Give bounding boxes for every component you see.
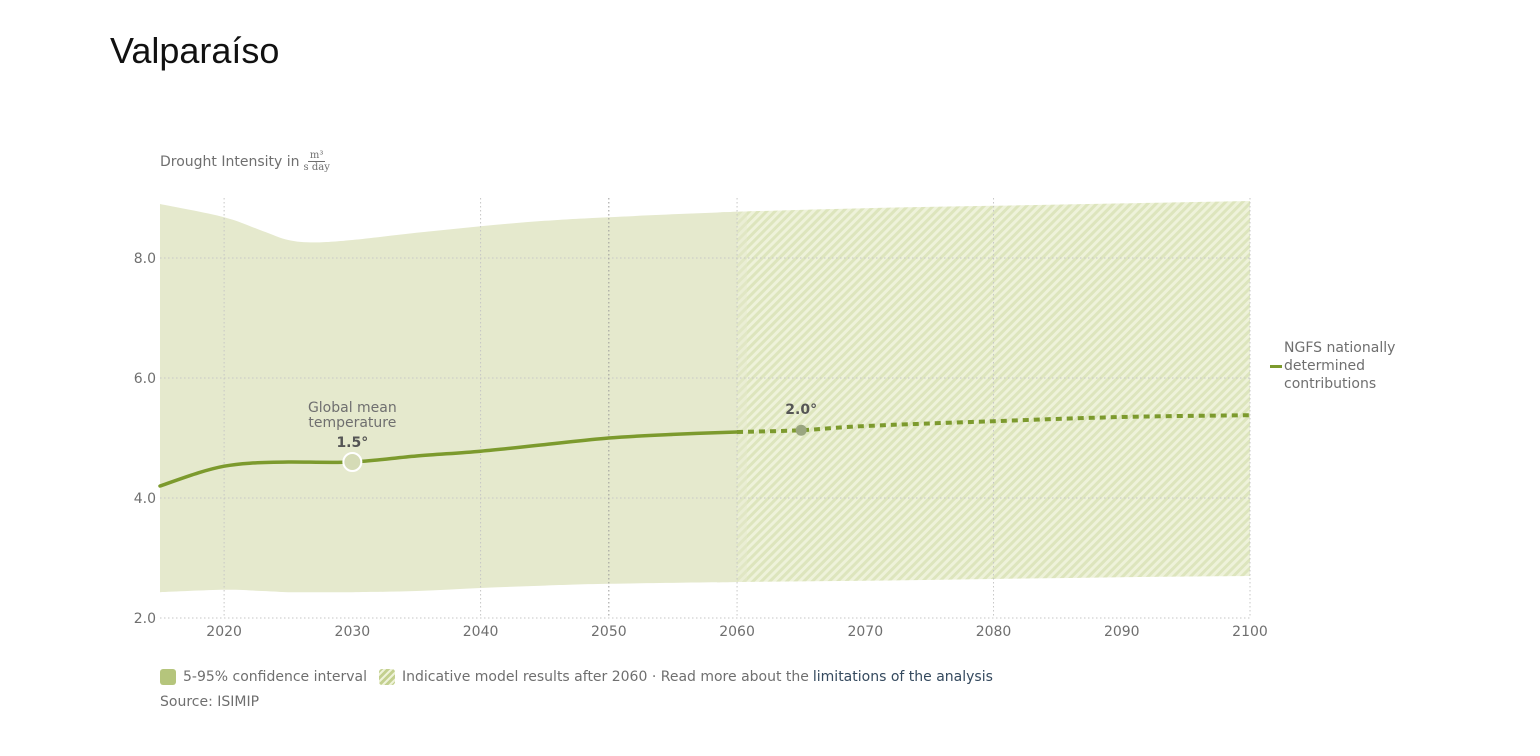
marker-label-2-0: 2.0° bbox=[785, 402, 817, 418]
x-tick-label: 2040 bbox=[463, 624, 499, 640]
annotation-layer: Global mean temperature 1.5° 2.0° bbox=[308, 400, 817, 451]
series-line-dashed bbox=[737, 413, 1251, 434]
series-legend-line-1: NGFS nationally bbox=[1284, 340, 1396, 356]
annotation-global-mean-line1: Global mean bbox=[308, 400, 397, 416]
bottom-legend: 5-95% confidence interval Indicative mod… bbox=[160, 669, 993, 685]
x-tick-label: 2070 bbox=[847, 624, 883, 640]
y-tick-label: 8.0 bbox=[134, 251, 156, 267]
x-tick-label: 2030 bbox=[335, 624, 371, 640]
y-tick-label: 2.0 bbox=[134, 611, 156, 627]
indicative-results-swatch bbox=[379, 669, 395, 685]
x-tick-label: 2080 bbox=[976, 624, 1012, 640]
marker-2-0-degree bbox=[795, 424, 807, 436]
series-legend-line-3: contributions bbox=[1284, 376, 1377, 392]
unit-numerator: m³ bbox=[307, 150, 326, 162]
grid-layer bbox=[160, 198, 1251, 619]
confidence-interval-swatch bbox=[160, 669, 176, 685]
x-tick-label: 2090 bbox=[1104, 624, 1140, 640]
x-tick-label: 2100 bbox=[1232, 624, 1268, 640]
y-axis-unit: m³ s day bbox=[304, 150, 330, 173]
marker-1-5-degree bbox=[342, 452, 363, 472]
confidence-band-indicative bbox=[717, 201, 1250, 583]
confidence-band-fade bbox=[717, 211, 748, 583]
tick-layer: 2.0 4.0 6.0 8.0 2020 2030 2040 2050 2060 2070 2080… bbox=[134, 251, 1268, 640]
x-tick-label: 2060 bbox=[719, 624, 755, 640]
confidence-band-layer bbox=[160, 201, 1250, 593]
page-title: Valparaíso bbox=[110, 30, 280, 71]
series-legend-swatch bbox=[1270, 364, 1282, 368]
series-legend: NGFS nationally determined contributions bbox=[1270, 339, 1395, 393]
y-tick-label: 6.0 bbox=[134, 371, 156, 387]
x-tick-label: 2020 bbox=[206, 624, 242, 640]
y-axis-label-text: Drought Intensity in bbox=[160, 153, 300, 170]
unit-denominator: s day bbox=[303, 162, 330, 173]
line-layer bbox=[158, 413, 1251, 488]
marker-label-1-5: 1.5° bbox=[336, 435, 368, 451]
limitations-link[interactable]: limitations of the analysis bbox=[812, 669, 993, 685]
indicative-results-label: Indicative model results after 2060 · Re… bbox=[402, 669, 809, 685]
confidence-band bbox=[160, 204, 738, 593]
series-line-solid bbox=[158, 430, 739, 488]
confidence-interval-label: 5-95% confidence interval bbox=[183, 669, 367, 685]
source-text: Source: ISIMIP bbox=[160, 694, 260, 710]
series-legend-label: NGFS nationally determined contributions bbox=[1284, 339, 1395, 393]
y-tick-label: 4.0 bbox=[134, 491, 156, 507]
series-legend-line-2: determined bbox=[1284, 358, 1366, 374]
y-axis-label: Drought Intensity in m³ s day bbox=[160, 150, 330, 173]
annotation-global-mean-line2: temperature bbox=[308, 415, 396, 431]
x-tick-label: 2050 bbox=[591, 624, 627, 640]
